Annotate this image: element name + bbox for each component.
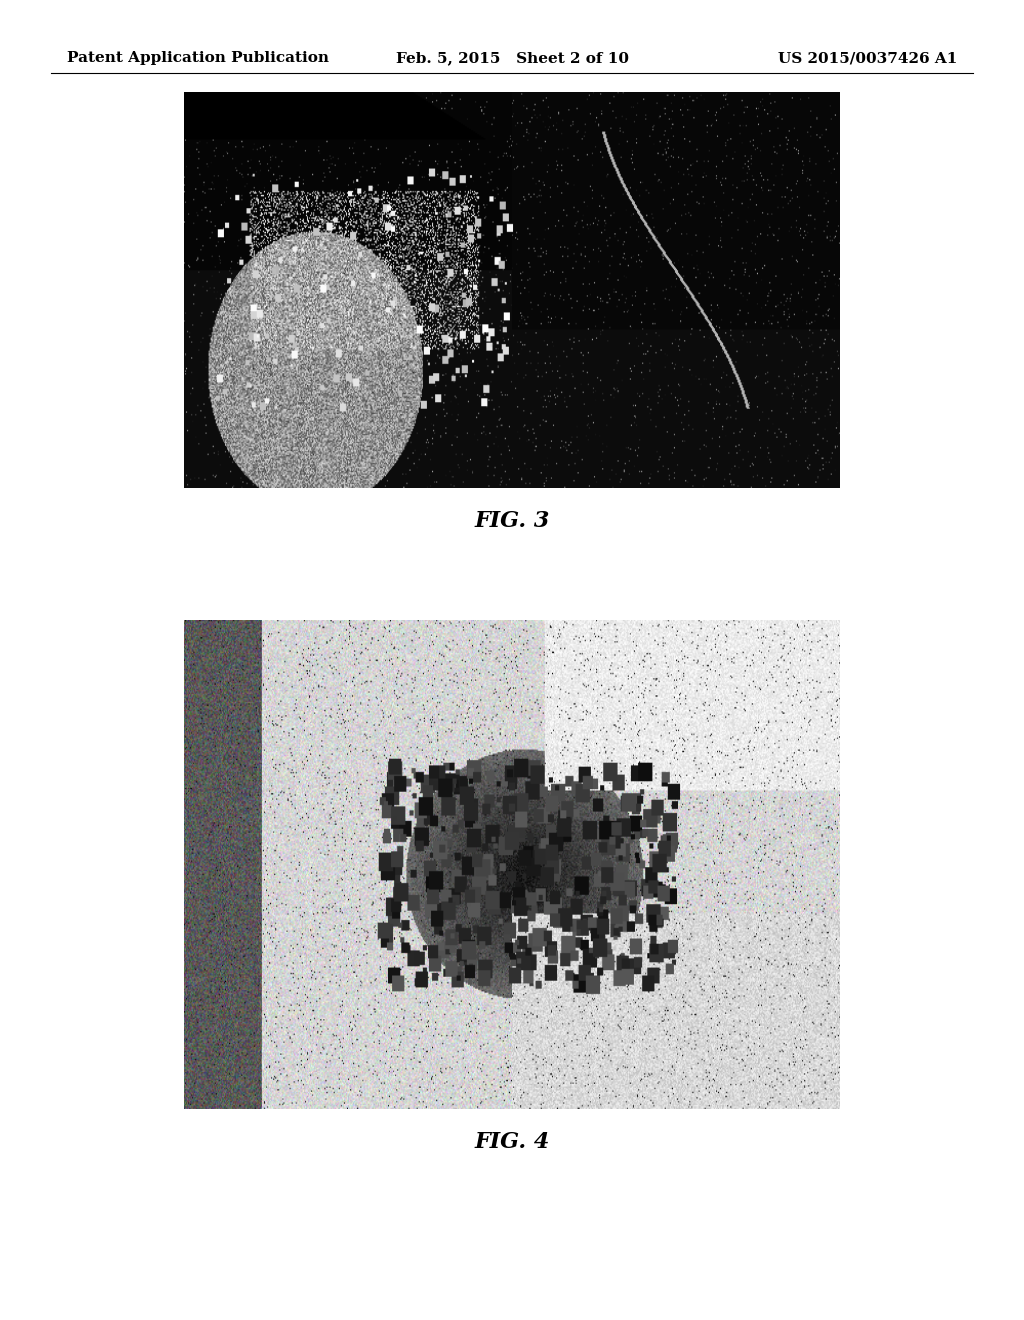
Text: FIG. 3: FIG. 3 bbox=[474, 511, 550, 532]
Text: FIG. 4: FIG. 4 bbox=[474, 1131, 550, 1152]
Text: Patent Application Publication: Patent Application Publication bbox=[67, 51, 329, 65]
Text: Feb. 5, 2015   Sheet 2 of 10: Feb. 5, 2015 Sheet 2 of 10 bbox=[395, 51, 629, 65]
Text: US 2015/0037426 A1: US 2015/0037426 A1 bbox=[778, 51, 957, 65]
